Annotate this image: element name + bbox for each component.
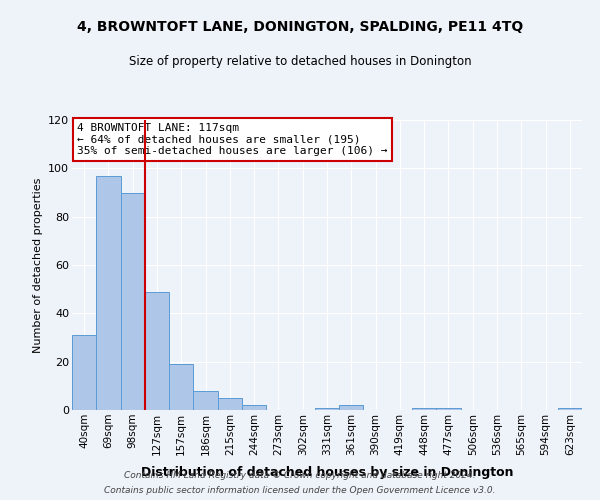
Text: Contains HM Land Registry data © Crown copyright and database right 2024.: Contains HM Land Registry data © Crown c… — [124, 471, 476, 480]
Bar — [193, 390, 218, 410]
Bar — [145, 292, 169, 410]
Bar — [121, 192, 145, 410]
Bar — [242, 405, 266, 410]
Bar — [315, 408, 339, 410]
Text: 4 BROWNTOFT LANE: 117sqm
← 64% of detached houses are smaller (195)
35% of semi-: 4 BROWNTOFT LANE: 117sqm ← 64% of detach… — [77, 123, 388, 156]
Bar — [412, 408, 436, 410]
Text: Contains public sector information licensed under the Open Government Licence v3: Contains public sector information licen… — [104, 486, 496, 495]
Y-axis label: Number of detached properties: Number of detached properties — [32, 178, 43, 352]
X-axis label: Distribution of detached houses by size in Donington: Distribution of detached houses by size … — [141, 466, 513, 479]
Text: 4, BROWNTOFT LANE, DONINGTON, SPALDING, PE11 4TQ: 4, BROWNTOFT LANE, DONINGTON, SPALDING, … — [77, 20, 523, 34]
Bar — [558, 408, 582, 410]
Bar — [218, 398, 242, 410]
Bar — [72, 335, 96, 410]
Bar — [339, 405, 364, 410]
Bar — [436, 408, 461, 410]
Text: Size of property relative to detached houses in Donington: Size of property relative to detached ho… — [128, 55, 472, 68]
Bar — [96, 176, 121, 410]
Bar — [169, 364, 193, 410]
